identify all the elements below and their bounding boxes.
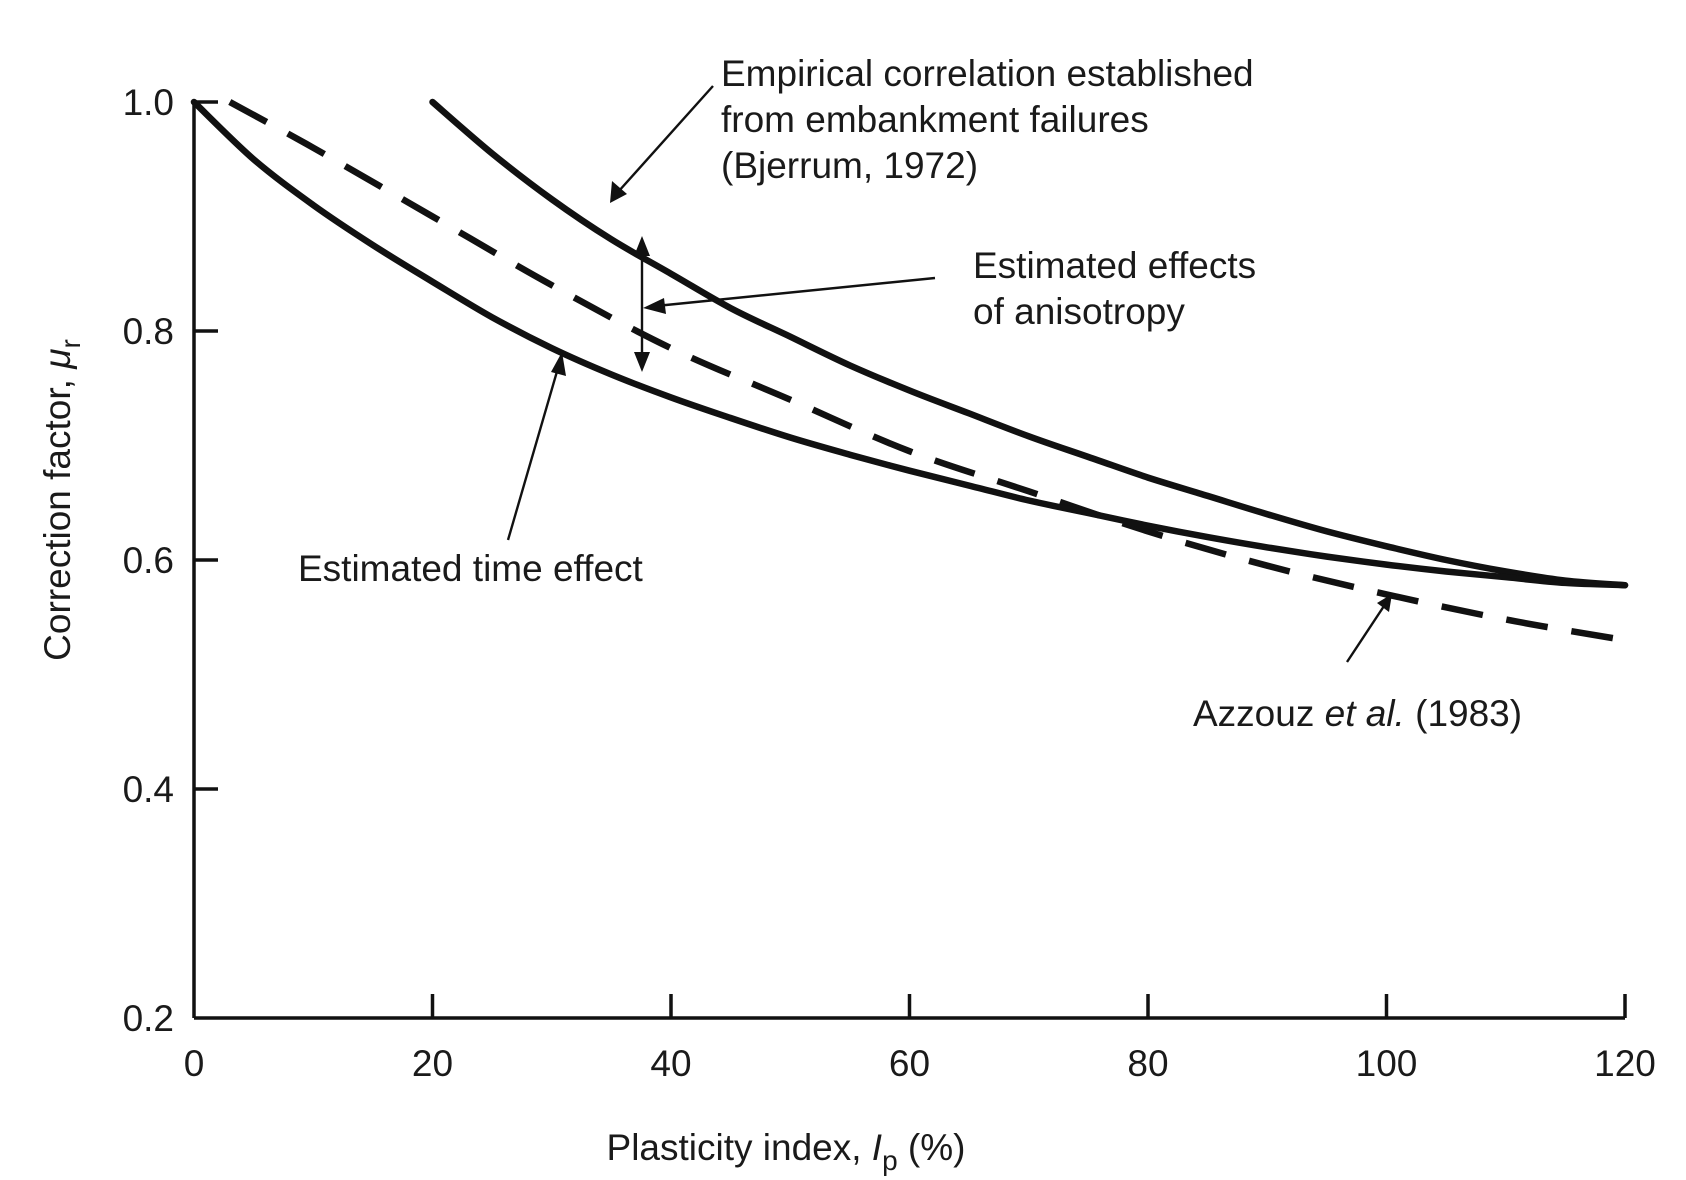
- x-tick-label-60: 60: [889, 1043, 930, 1084]
- x-tick-label-80: 80: [1127, 1043, 1168, 1084]
- x-tick-label-0: 0: [184, 1043, 205, 1084]
- time-effect-leader-line: [506, 367, 560, 541]
- x-tick-label-100: 100: [1356, 1043, 1418, 1084]
- azzouz-leader-line: [1345, 605, 1386, 663]
- x-axis-title: Plasticity index, Ip (%): [607, 1127, 966, 1176]
- y-ticks: [194, 100, 218, 791]
- x-tick-label-20: 20: [412, 1043, 453, 1084]
- time-effect-arrowhead: [551, 352, 566, 376]
- y-tick-label-0.8: 0.8: [123, 311, 174, 352]
- y-tick-labels: 0.2 0.4 0.6 0.8 1.0: [123, 82, 174, 1039]
- x-tick-label-120: 120: [1594, 1043, 1656, 1084]
- x-ticks: [430, 994, 1627, 1018]
- y-axis-title: Correction factor, μr: [37, 339, 86, 661]
- bjerrum-arrowhead: [610, 181, 627, 203]
- series-line-2-dashed: [228, 99, 1626, 644]
- annotation-bjerrum-line-1: Empirical correlation established: [721, 53, 1254, 94]
- annotation-anisotropy-line-1: Estimated effects: [973, 245, 1256, 286]
- series-layer: [190, 98, 1629, 644]
- annotation-anisotropy-line-2: of anisotropy: [973, 291, 1185, 332]
- y-tick-label-1.0: 1.0: [123, 82, 174, 123]
- y-tick-label-0.4: 0.4: [123, 769, 174, 810]
- x-tick-labels: 0 20 40 60 80 100 120: [184, 1043, 1656, 1084]
- annotation-anisotropy: Estimated effects of anisotropy: [634, 236, 1256, 372]
- anisotropy-leader-line: [655, 276, 936, 308]
- annotation-bjerrum: Empirical correlation established from e…: [610, 53, 1254, 203]
- annotation-bjerrum-line-2: from embankment failures: [721, 99, 1149, 140]
- y-tick-label-0.2: 0.2: [123, 998, 174, 1039]
- bjerrum-leader-line: [617, 85, 714, 193]
- annotation-time-effect: Estimated time effect: [298, 352, 644, 589]
- anisotropy-leader-arrowhead: [643, 298, 666, 314]
- y-tick-label-0.6: 0.6: [123, 540, 174, 581]
- annotation-time-effect-text: Estimated time effect: [298, 548, 644, 589]
- series-line-1-solid: [429, 98, 1629, 589]
- annotation-bjerrum-line-3: (Bjerrum, 1972): [721, 145, 978, 186]
- anisotropy-range-arrow-up: [634, 236, 650, 256]
- x-tick-label-40: 40: [650, 1043, 691, 1084]
- series-line-3-solid: [190, 98, 1629, 589]
- annotation-azzouz-text: Azzouz et al. (1983): [1193, 693, 1522, 734]
- azzouz-arrowhead: [1377, 594, 1392, 612]
- annotation-azzouz: Azzouz et al. (1983): [1193, 594, 1522, 734]
- anisotropy-range-arrow-down: [634, 352, 650, 372]
